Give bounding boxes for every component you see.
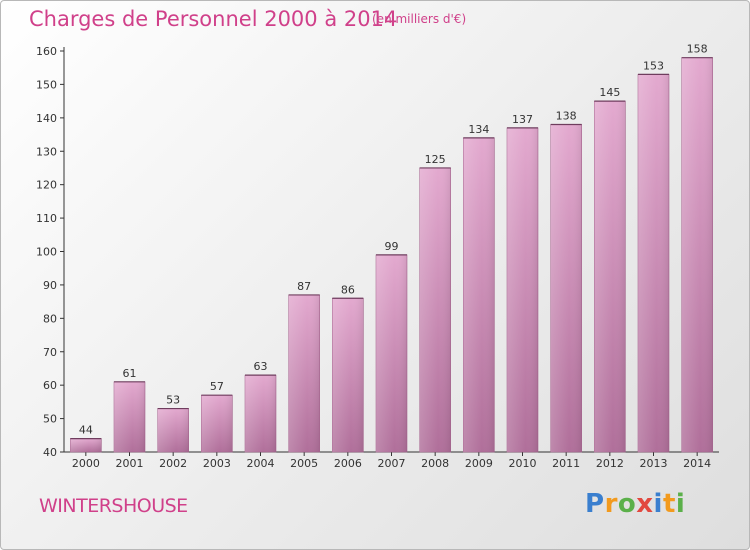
y-tick-label: 50 <box>43 413 57 426</box>
x-tick-label: 2011 <box>552 457 580 470</box>
logo-letter: i <box>675 489 686 519</box>
y-tick-label: 80 <box>43 312 57 325</box>
value-labels: 44 61 53 57 63 87 86 99 125 134 137 138 145 153 158 <box>79 43 708 437</box>
chart-title: Charges de Personnel 2000 à 2014 <box>29 7 398 31</box>
bar-shade <box>638 74 669 453</box>
data-label: 61 <box>123 367 137 380</box>
x-tick-label: 2007 <box>378 457 406 470</box>
data-label: 63 <box>254 360 268 373</box>
bar-shade <box>332 298 364 452</box>
y-tick-label: 70 <box>43 346 57 359</box>
bar-shade <box>550 124 582 453</box>
data-label: 87 <box>297 280 311 293</box>
x-tick-label: 2009 <box>465 457 493 470</box>
data-label: 158 <box>687 43 708 56</box>
y-tick-label: 140 <box>36 112 57 125</box>
data-label: 99 <box>385 240 399 253</box>
x-tick-label: 2006 <box>334 457 362 470</box>
y-tick-label: 100 <box>36 246 57 259</box>
logo-letter: i <box>653 489 663 519</box>
bar-shade <box>594 101 626 452</box>
logo-letter: r <box>604 489 618 519</box>
bar-shade <box>114 381 145 452</box>
y-tick-label: 110 <box>36 212 57 225</box>
data-label: 138 <box>556 110 577 123</box>
data-label: 53 <box>166 394 180 407</box>
x-tick-label: 2014 <box>683 457 711 470</box>
data-label: 44 <box>79 424 93 437</box>
x-tick-label: 2005 <box>290 457 318 470</box>
data-label: 86 <box>341 283 355 296</box>
commune-name: WINTERSHOUSE <box>39 495 188 517</box>
axes: 40 50 60 70 80 90 100 110 120 130 140 150 160 2000 200… <box>36 45 719 470</box>
logo-letter: o <box>617 489 637 519</box>
logo-letter: P <box>585 489 605 519</box>
bar-shade <box>245 375 276 452</box>
bar-shade <box>507 127 538 452</box>
bar-shade <box>70 438 102 452</box>
data-label: 137 <box>512 113 533 126</box>
y-tick-label: 160 <box>36 45 57 58</box>
x-tick-label: 2012 <box>596 457 624 470</box>
y-tick-label: 130 <box>36 145 57 158</box>
logo-letter: x <box>636 489 654 519</box>
x-tick-label: 2000 <box>72 457 100 470</box>
x-tick-label: 2010 <box>509 457 537 470</box>
y-tick-label: 40 <box>43 446 57 459</box>
data-label: 134 <box>468 123 489 136</box>
y-tick-label: 150 <box>36 78 57 91</box>
bars <box>70 57 713 453</box>
x-tick-label: 2004 <box>247 457 275 470</box>
chart-subtitle: (en milliers d'€) <box>372 12 467 26</box>
bar-shade <box>201 395 233 452</box>
data-label: 153 <box>643 59 664 72</box>
x-tick-label: 2002 <box>159 457 187 470</box>
data-label: 57 <box>210 380 224 393</box>
bar-shade <box>376 254 407 452</box>
x-tick-label: 2013 <box>640 457 668 470</box>
x-tick-label: 2003 <box>203 457 231 470</box>
data-label: 125 <box>425 153 446 166</box>
bar-shade <box>288 294 320 452</box>
y-tick-label: 120 <box>36 179 57 192</box>
proxiti-logo: Proxiti <box>585 489 685 519</box>
x-tick-label: 2001 <box>116 457 144 470</box>
logo-letter: t <box>662 489 676 519</box>
y-tick-label: 60 <box>43 379 57 392</box>
bar-shade <box>681 57 713 452</box>
data-label: 145 <box>599 86 620 99</box>
bar-shade <box>157 408 189 452</box>
y-tick-label: 90 <box>43 279 57 292</box>
bar-shade <box>463 137 495 452</box>
x-tick-label: 2008 <box>421 457 449 470</box>
bar-shade <box>419 167 451 453</box>
